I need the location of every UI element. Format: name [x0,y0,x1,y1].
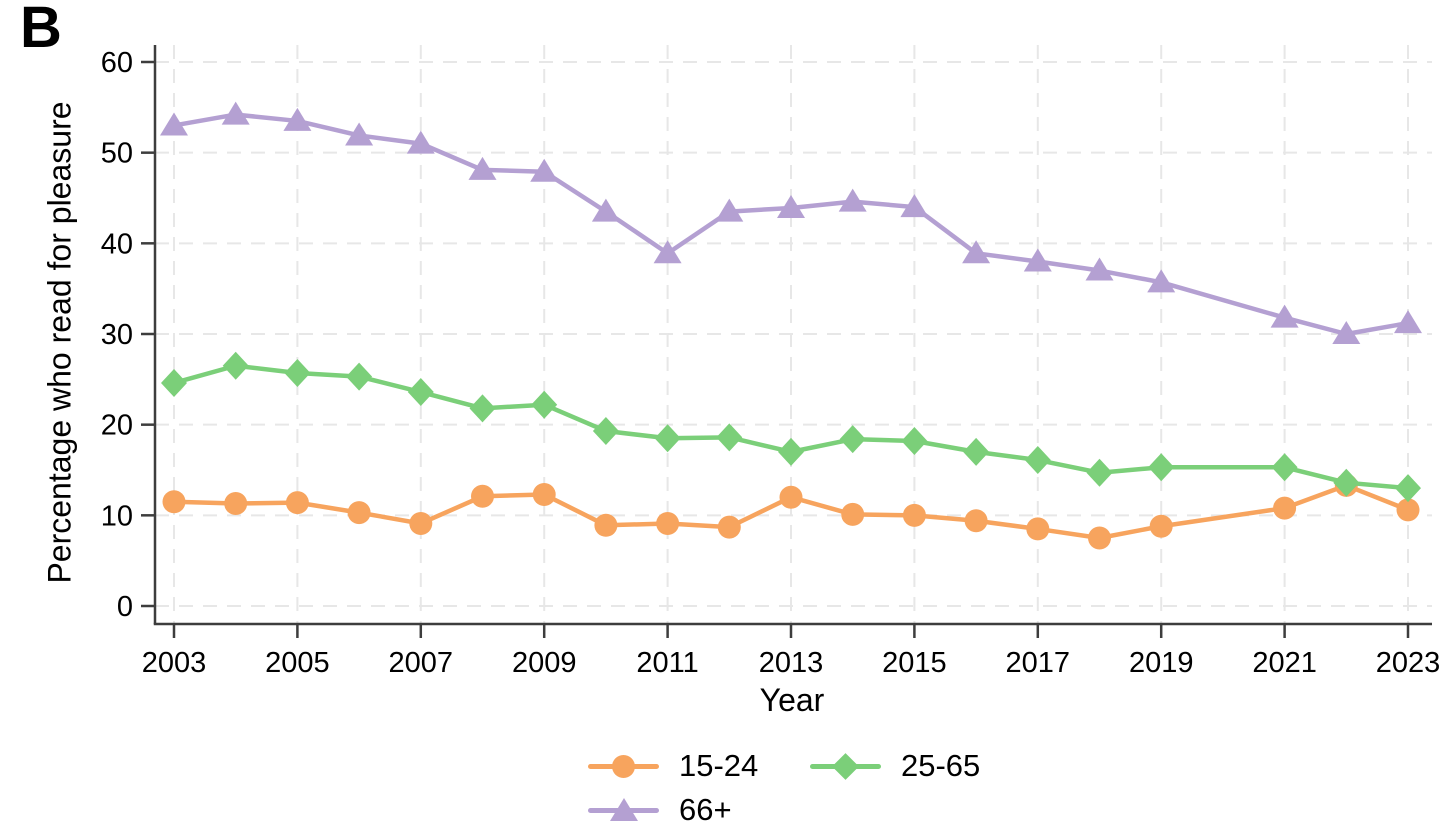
svg-text:2023: 2023 [1376,647,1441,679]
y-axis-title: Percentage who read for pleasure [41,101,78,584]
legend-item-66plus: 66+ [588,788,732,830]
legend-sample-15-24 [588,754,659,778]
diamond-marker-icon [832,753,859,780]
x-axis-title: Year [759,682,825,718]
triangle-marker-icon [610,798,638,821]
series-66+ [160,101,1422,344]
legend-label-25-65: 25-65 [901,748,981,783]
svg-text:2013: 2013 [759,647,824,679]
svg-text:2011: 2011 [636,647,698,679]
svg-text:2015: 2015 [882,647,947,679]
svg-text:2021: 2021 [1252,647,1317,679]
svg-text:40: 40 [101,228,133,260]
legend-label-66plus: 66+ [679,792,732,827]
svg-text:50: 50 [101,138,133,170]
svg-text:2005: 2005 [265,647,330,679]
svg-text:60: 60 [101,47,133,79]
legend-item-15-24: 15-24 [588,744,758,788]
legend-label-15-24: 15-24 [679,748,759,783]
svg-text:20: 20 [101,410,133,442]
legend-item-25-65: 25-65 [810,744,980,788]
svg-text:2009: 2009 [512,647,577,679]
tick-labels: 0 10 20 30 40 50 60 2003 2005 2007 2009 2011 2013 201… [101,47,1441,679]
panel-label: B [20,0,62,60]
svg-text:10: 10 [101,500,133,532]
series-25-65 [161,351,1421,503]
legend-sample-66plus [588,798,659,822]
svg-text:2007: 2007 [389,647,454,679]
svg-text:30: 30 [101,319,133,351]
circle-marker-icon [612,755,635,778]
axes [141,45,1432,638]
svg-text:2003: 2003 [142,647,207,679]
svg-text:2019: 2019 [1129,647,1194,679]
legend-sample-25-65 [810,753,881,780]
svg-text:2017: 2017 [1006,647,1071,679]
svg-text:0: 0 [117,591,133,623]
